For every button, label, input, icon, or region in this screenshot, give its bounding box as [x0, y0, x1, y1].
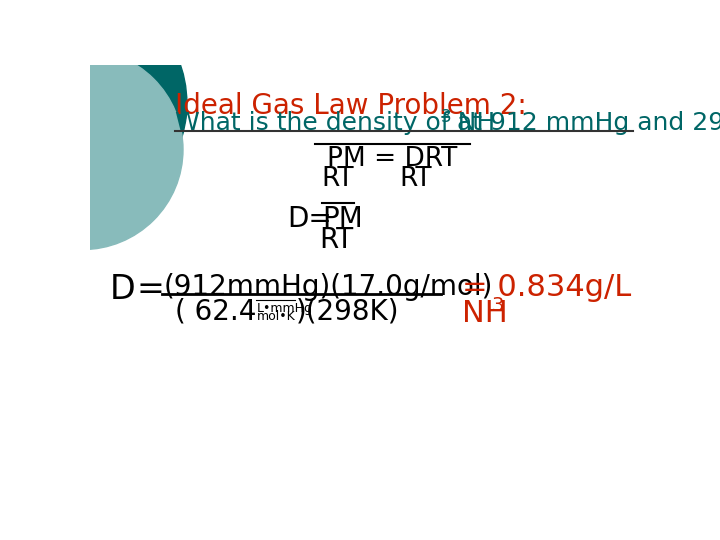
Text: ( 62.4: ( 62.4: [175, 298, 256, 325]
Text: D=: D=: [287, 205, 333, 233]
Text: RT: RT: [320, 226, 354, 254]
Text: NH: NH: [462, 299, 508, 328]
Text: D: D: [109, 273, 135, 306]
Text: at 912 mmHg and 298 K?: at 912 mmHg and 298 K?: [449, 111, 720, 135]
Circle shape: [0, 49, 183, 249]
Text: =: =: [137, 273, 164, 306]
Text: Ideal Gas Law Problem 2:: Ideal Gas Law Problem 2:: [175, 92, 527, 120]
Text: What is the density of NH: What is the density of NH: [175, 111, 495, 135]
Text: )(298K): )(298K): [295, 298, 399, 325]
Text: = 0.834g/L: = 0.834g/L: [462, 273, 631, 302]
Text: 3: 3: [492, 296, 504, 315]
Text: 3: 3: [441, 108, 451, 126]
Text: PM = DRT: PM = DRT: [327, 146, 457, 172]
Text: RT: RT: [322, 166, 354, 192]
Text: (912mmHg)(17.0g/mol): (912mmHg)(17.0g/mol): [163, 273, 493, 301]
Text: L•mmHg: L•mmHg: [256, 302, 312, 315]
Circle shape: [0, 0, 187, 222]
Text: mol•K: mol•K: [256, 309, 295, 323]
Text: RT: RT: [399, 166, 432, 192]
Text: PM: PM: [323, 205, 364, 233]
